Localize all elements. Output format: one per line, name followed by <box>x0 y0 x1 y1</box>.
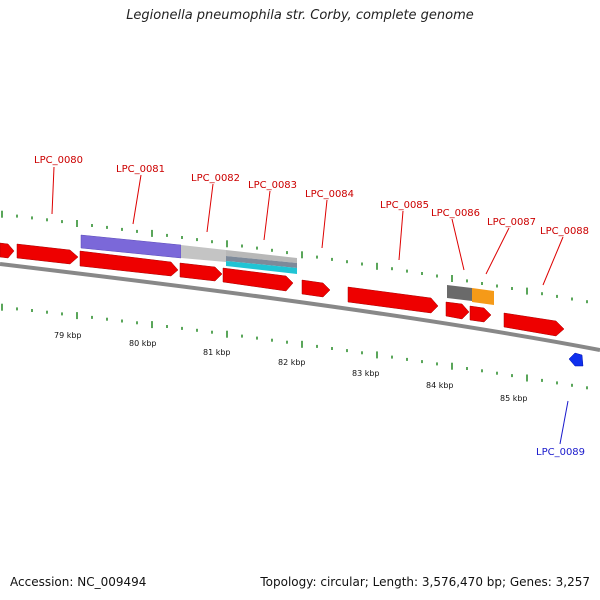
genome-summary-text: Topology: circular; Length: 3,576,470 bp… <box>260 575 590 589</box>
gene-labels: LPC_0080 LPC_0081 LPC_0082 LPC_0083 LPC_… <box>34 155 589 458</box>
leader-lpc0087 <box>485 227 510 275</box>
label-leader-lines <box>51 166 569 445</box>
gene-arrow-lpc0084[interactable] <box>301 279 331 298</box>
scale-label-82: 82 kbp <box>278 358 306 367</box>
feature-block-slate <box>226 256 297 268</box>
gene-label-lpc0088[interactable]: LPC_0088 <box>540 226 589 237</box>
leader-lpc0084 <box>321 199 328 249</box>
leader-lpc0081 <box>132 174 142 225</box>
feature-block-darkgray <box>447 285 472 301</box>
scale-label-83: 83 kbp <box>352 369 380 378</box>
feature-block-gray-top <box>226 250 297 263</box>
gene-label-lpc0081[interactable]: LPC_0081 <box>116 164 165 175</box>
gene-label-lpc0086[interactable]: LPC_0086 <box>431 208 480 219</box>
feature-track <box>0 234 584 367</box>
leader-lpc0080 <box>51 166 55 215</box>
leader-lpc0082 <box>206 183 214 233</box>
gene-label-lpc0082[interactable]: LPC_0082 <box>191 173 240 184</box>
scale-label-79: 79 kbp <box>54 331 82 340</box>
feature-block-cyan <box>226 261 297 274</box>
scale-label-81: 81 kbp <box>203 348 231 357</box>
accession-text: Accession: NC_009494 <box>10 575 147 589</box>
feature-block-gray <box>181 245 226 262</box>
gene-arrow-lpc0087[interactable] <box>469 305 492 323</box>
gene-label-lpc0084[interactable]: LPC_0084 <box>305 189 354 200</box>
leader-lpc0083 <box>263 190 271 241</box>
gene-label-lpc0087[interactable]: LPC_0087 <box>487 217 536 228</box>
gene-label-lpc0080[interactable]: LPC_0080 <box>34 155 83 166</box>
leader-lpc0089 <box>559 400 569 445</box>
inner-tick-ring <box>1 303 588 390</box>
leader-lpc0086 <box>451 218 465 271</box>
gene-arrow-lpc0079[interactable] <box>0 242 15 259</box>
scale-label-84: 84 kbp <box>426 381 454 390</box>
gene-label-lpc0085[interactable]: LPC_0085 <box>380 200 429 211</box>
gene-arrow-lpc0089[interactable] <box>568 352 584 367</box>
scale-labels: 79 kbp 80 kbp 81 kbp 82 kbp 83 kbp 84 kb… <box>54 331 528 403</box>
leader-lpc0088 <box>542 236 564 286</box>
gene-label-lpc0083[interactable]: LPC_0083 <box>248 180 297 191</box>
gene-arrow-lpc0085[interactable] <box>347 286 439 314</box>
gene-arrow-lpc0081[interactable] <box>79 250 179 277</box>
feature-block-orange <box>472 288 494 305</box>
leader-lpc0085 <box>398 210 404 261</box>
gene-arrow-lpc0082[interactable] <box>179 262 223 282</box>
outer-tick-ring <box>1 210 588 304</box>
gene-arrow-lpc0088[interactable] <box>503 312 565 337</box>
gene-label-lpc0089[interactable]: LPC_0089 <box>536 447 585 458</box>
map-title: Legionella pneumophila str. Corby, compl… <box>126 8 474 23</box>
scale-label-85: 85 kbp <box>500 394 528 403</box>
gene-arrow-lpc0080[interactable] <box>16 243 79 265</box>
genome-backbone <box>0 262 600 352</box>
gene-arrow-lpc0083[interactable] <box>222 267 294 292</box>
gene-arrow-lpc0086[interactable] <box>445 301 470 320</box>
scale-label-80: 80 kbp <box>129 339 157 348</box>
